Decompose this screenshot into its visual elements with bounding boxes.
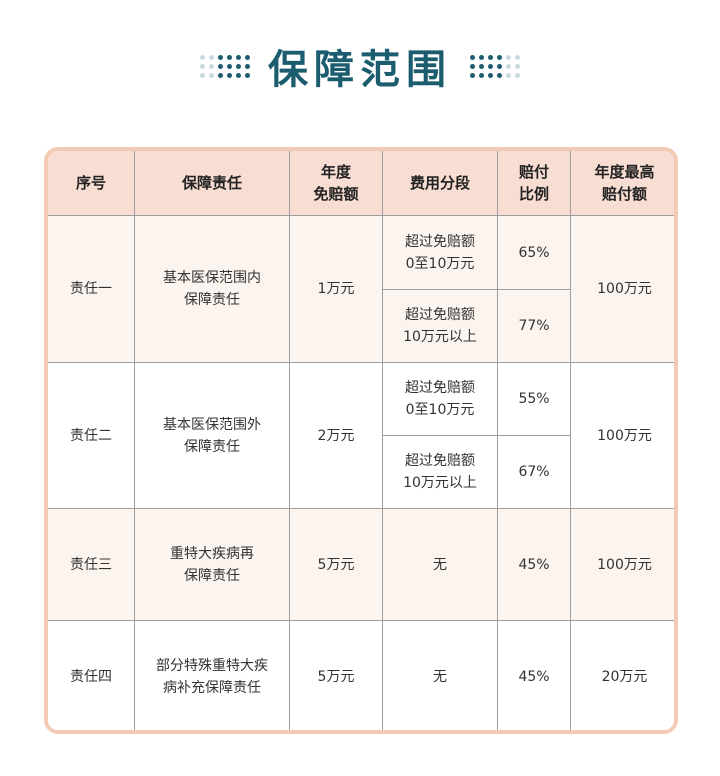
- row3-ratio: 45%: [498, 509, 571, 621]
- row3-deductible: 5万元: [290, 509, 383, 621]
- row2-segment-1: 超过免赔额 0至10万元: [383, 363, 498, 436]
- row1-duty: 基本医保范围内 保障责任: [135, 216, 290, 363]
- row1-ratio-2: 77%: [498, 290, 571, 363]
- header-ratio: 赔付 比例: [498, 151, 571, 216]
- header-segment: 费用分段: [383, 151, 498, 216]
- row4-deductible: 5万元: [290, 621, 383, 730]
- header-deductible: 年度 免赔额: [290, 151, 383, 216]
- header-max: 年度最高 赔付额: [571, 151, 674, 216]
- row1-max: 100万元: [571, 216, 674, 363]
- row1-ratio-1: 65%: [498, 216, 571, 290]
- row2-ratio-2: 67%: [498, 436, 571, 509]
- row1-deductible: 1万元: [290, 216, 383, 363]
- row3-duty: 重特大疾病再 保障责任: [135, 509, 290, 621]
- row4-no: 责任四: [48, 621, 135, 730]
- row1-no: 责任一: [48, 216, 135, 363]
- row2-deductible: 2万元: [290, 363, 383, 509]
- title-area: 保障范围: [0, 36, 720, 96]
- row3-segment: 无: [383, 509, 498, 621]
- decorative-dots-left: [200, 54, 250, 78]
- row2-ratio-1: 55%: [498, 363, 571, 436]
- row2-max: 100万元: [571, 363, 674, 509]
- header-duty: 保障责任: [135, 151, 290, 216]
- row3-max: 100万元: [571, 509, 674, 621]
- row2-segment-2: 超过免赔额 10万元以上: [383, 436, 498, 509]
- row4-duty: 部分特殊重特大疾 病补充保障责任: [135, 621, 290, 730]
- row2-duty: 基本医保范围外 保障责任: [135, 363, 290, 509]
- row4-max: 20万元: [571, 621, 674, 730]
- decorative-dots-right: [470, 54, 520, 78]
- coverage-table: 序号 保障责任 年度 免赔额 费用分段 赔付 比例 年度最高 赔付额 责任一 基…: [44, 147, 678, 734]
- row1-segment-1: 超过免赔额 0至10万元: [383, 216, 498, 290]
- page-title: 保障范围: [268, 47, 452, 93]
- row2-no: 责任二: [48, 363, 135, 509]
- row1-segment-2: 超过免赔额 10万元以上: [383, 290, 498, 363]
- header-no: 序号: [48, 151, 135, 216]
- row4-segment: 无: [383, 621, 498, 730]
- row3-no: 责任三: [48, 509, 135, 621]
- row4-ratio: 45%: [498, 621, 571, 730]
